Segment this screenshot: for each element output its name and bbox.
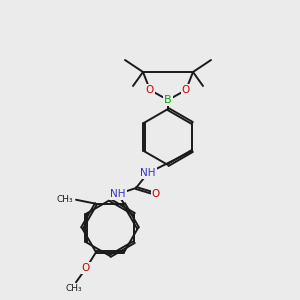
Text: NH: NH: [110, 189, 126, 199]
Text: O: O: [152, 189, 160, 199]
Text: O: O: [82, 263, 90, 273]
Text: B: B: [164, 95, 172, 105]
Text: CH₃: CH₃: [56, 195, 73, 204]
Text: O: O: [182, 85, 190, 95]
Text: CH₃: CH₃: [66, 284, 82, 293]
Text: NH: NH: [140, 168, 156, 178]
Text: O: O: [146, 85, 154, 95]
